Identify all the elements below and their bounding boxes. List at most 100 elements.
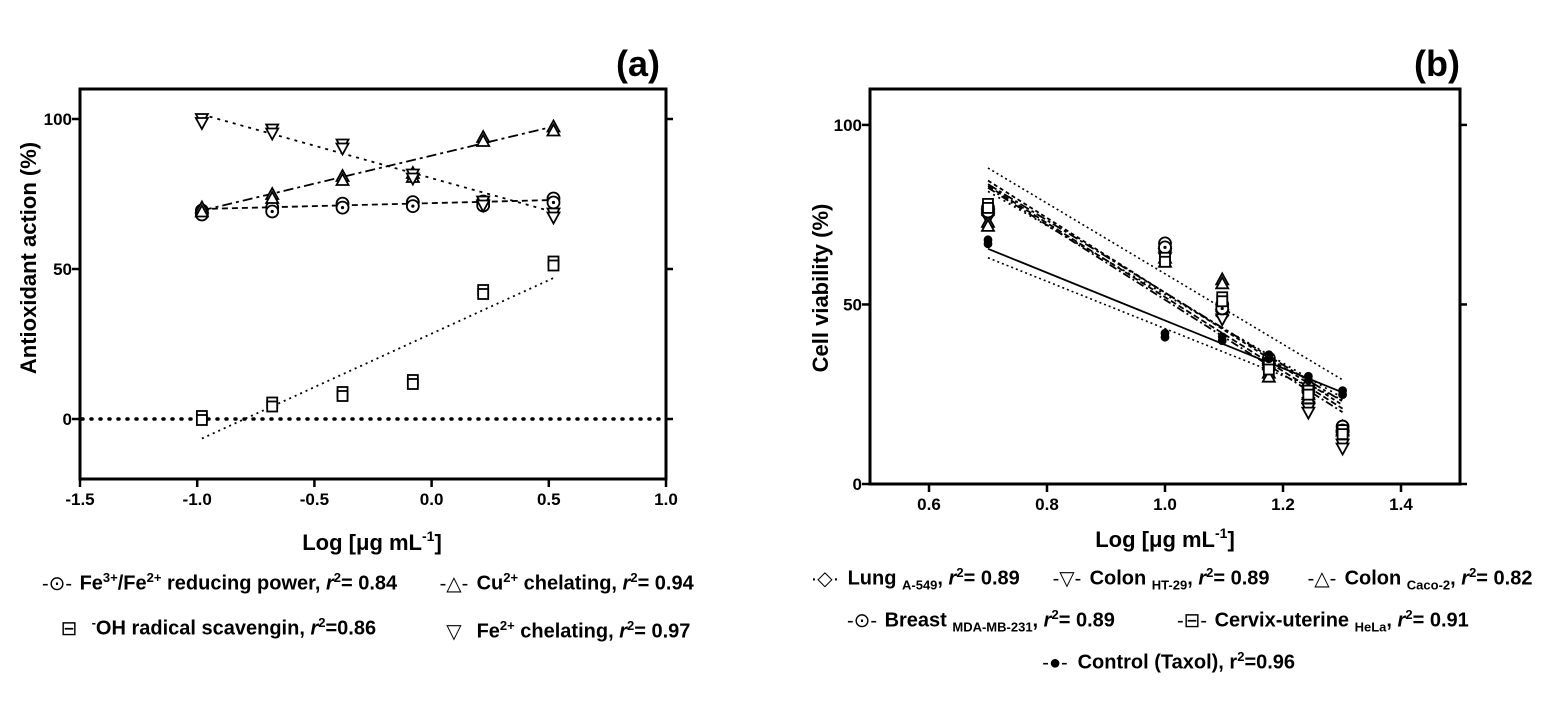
- y-tick-label: 0: [63, 410, 72, 429]
- data-point-circle-dot-replicate-dot: [270, 209, 274, 214]
- fit-line-filled-circle: [987, 247, 1343, 394]
- filled-circle-icon: -●-: [1042, 651, 1068, 674]
- data-point-triangle-up-replicate: [980, 217, 996, 232]
- legend-b-item-breast: -⊙- Breast MDA-MB-231, r2= 0.89: [846, 607, 1115, 635]
- x-tick-label: 1.4: [1389, 495, 1413, 514]
- y-tick-label: 100: [44, 110, 72, 129]
- panel-a-frame: [78, 87, 668, 481]
- x-tick-label: 0.0: [420, 490, 444, 509]
- fit-line-circle-dot: [987, 183, 1344, 403]
- fit-line-square: [201, 277, 554, 440]
- data-point-square-replicate: [1336, 428, 1349, 441]
- data-point-circle-dot-replicate-dot: [411, 204, 415, 208]
- x-tick-label: -0.5: [300, 490, 329, 509]
- panel-b-label: (b): [1414, 43, 1460, 84]
- data-point-triangle-down-replicate: [545, 211, 562, 226]
- triangle-down-icon: -▽-: [1052, 567, 1082, 590]
- x-tick-label: 0.6: [917, 495, 941, 514]
- data-point-triangle-down-replicate: [335, 142, 351, 157]
- fit-line-triangle-up: [201, 125, 554, 212]
- data-point-triangle-down-replicate: [1300, 406, 1316, 421]
- data-point-triangle-down-replicate: [1214, 313, 1230, 328]
- data-point-square-replicate: [547, 259, 560, 272]
- x-tick-label: 0.5: [537, 490, 561, 509]
- triangle-up-icon: -△-: [439, 572, 469, 595]
- panel-b-points: [980, 198, 1351, 457]
- legend-b-item-cervix: -⊟- Cervix-uterine HeLa, r2= 0.91: [1176, 607, 1469, 635]
- data-point-square-replicate: [406, 378, 419, 390]
- data-point-triangle-up-replicate: [194, 203, 210, 218]
- y-tick-label: 50: [53, 260, 72, 279]
- fit-line-triangle-down: [201, 113, 554, 213]
- data-point-square-replicate: [336, 390, 349, 402]
- data-point-circle-dot-replicate-dot: [1220, 306, 1224, 311]
- diamond-icon: ·◇·: [810, 567, 840, 590]
- circle-dot-icon: -⊙-: [846, 609, 878, 632]
- panel-b-ylabel: Cell viability (%): [808, 204, 833, 373]
- panel-b-confidence-band: [987, 167, 1344, 401]
- data-point-filled-circle-replicate: [1303, 375, 1313, 385]
- x-tick-label: -1.5: [65, 490, 94, 509]
- triangle-down-icon: ▽: [446, 620, 462, 643]
- panel-b-fit-lines: [987, 179, 1344, 413]
- data-point-filled-circle-replicate: [1264, 354, 1274, 364]
- y-tick-label: 100: [834, 116, 862, 135]
- fit-line-triangle-up: [987, 190, 1344, 399]
- data-point-triangle-up-replicate: [1261, 368, 1277, 383]
- data-point-filled-circle-replicate: [1160, 332, 1170, 342]
- confidence-band-lower: [987, 257, 1343, 401]
- data-point-triangle-up-replicate: [264, 190, 280, 204]
- y-tick-label: 0: [853, 475, 862, 494]
- square-icon: -⊟-: [1176, 609, 1208, 632]
- panel-b-frame: [868, 87, 1462, 486]
- legend-a-item-reducing-power: -⊙- Fe3+/Fe2+ reducing power, r2= 0.84: [41, 570, 398, 595]
- legend-b-item-colon-ht29: -▽- Colon HT-29, r2= 0.89: [1050, 565, 1270, 593]
- data-point-circle-dot-replicate-dot: [1163, 245, 1167, 250]
- legend-b-item-control: -●- Control (Taxol), r2=0.96: [1038, 649, 1295, 675]
- square-icon: ⊟: [60, 617, 78, 640]
- legend-a-item-oh-scavenging: ⊟ -OH radical scavengin, r2=0.86: [52, 615, 376, 641]
- fit-line-circle-dot: [201, 199, 554, 210]
- x-tick-label: -1.0: [183, 490, 212, 509]
- data-point-filled-circle-replicate: [983, 239, 993, 249]
- data-point-triangle-up-replicate: [1214, 275, 1230, 290]
- data-point-filled-circle-replicate: [1338, 390, 1347, 400]
- data-point-triangle-down-replicate: [475, 199, 491, 214]
- data-point-triangle-up-replicate: [475, 133, 491, 147]
- panel-a-xlabel: Log [μg mL-1]: [302, 528, 442, 555]
- data-point-circle-dot-replicate-dot: [551, 200, 556, 205]
- panel-a-ylabel: Antioxidant action (%): [16, 142, 41, 374]
- data-point-square-replicate: [1159, 255, 1171, 268]
- panel-b-xlabel: Log [μg mL-1]: [1095, 525, 1235, 552]
- data-point-square-replicate: [477, 288, 490, 300]
- fit-line-triangle-down: [987, 186, 1344, 413]
- legend-b-item-colon-caco2: -△- Colon Caco-2, r2= 0.82: [1305, 565, 1533, 593]
- data-point-triangle-down-replicate: [194, 117, 210, 131]
- data-point-triangle-up-replicate: [545, 122, 562, 137]
- triangle-up-icon: -△-: [1307, 567, 1337, 590]
- data-point-square-replicate: [1302, 388, 1315, 401]
- data-point-square-replicate: [982, 202, 994, 214]
- data-point-triangle-up-replicate: [335, 172, 351, 186]
- panel-a-label: (a): [616, 43, 660, 84]
- panel-a-fit-lines: [201, 113, 554, 440]
- x-tick-label: 1.2: [1271, 495, 1295, 514]
- legend-a-item-fe-chelating: ▽ Fe2+ chelating, r2= 0.97: [437, 618, 690, 644]
- panel-a-ticks: -1.5 -1.0 -0.5 0.0 0.5 1.0 0 50 100: [44, 110, 678, 509]
- y-tick-label: 50: [843, 295, 862, 314]
- data-point-square-replicate: [195, 414, 208, 426]
- data-point-filled-circle-replicate: [1217, 336, 1227, 346]
- data-point-triangle-down-replicate: [405, 172, 421, 187]
- data-point-square-replicate: [266, 400, 279, 413]
- data-point-square-replicate: [1216, 295, 1229, 308]
- legend-a-item-cu-chelating: -△- Cu2+ chelating, r2= 0.94: [437, 570, 694, 596]
- legend-b-item-lung: ·◇· Lung A-549, r2= 0.89: [808, 565, 1020, 593]
- data-point-circle-dot-replicate-dot: [340, 206, 345, 210]
- panel-a: (a) -1.5 -1.0 -0.5 0.0 0.5 1.0 0 50 100 Log [μg …: [16, 43, 678, 555]
- fit-line-square: [987, 185, 1344, 410]
- x-tick-label: 1.0: [654, 490, 678, 509]
- data-point-triangle-down-replicate: [1335, 442, 1351, 457]
- panel-b-ticks: 0.6 0.8 1.0 1.2 1.4 0 50 100: [834, 116, 1467, 514]
